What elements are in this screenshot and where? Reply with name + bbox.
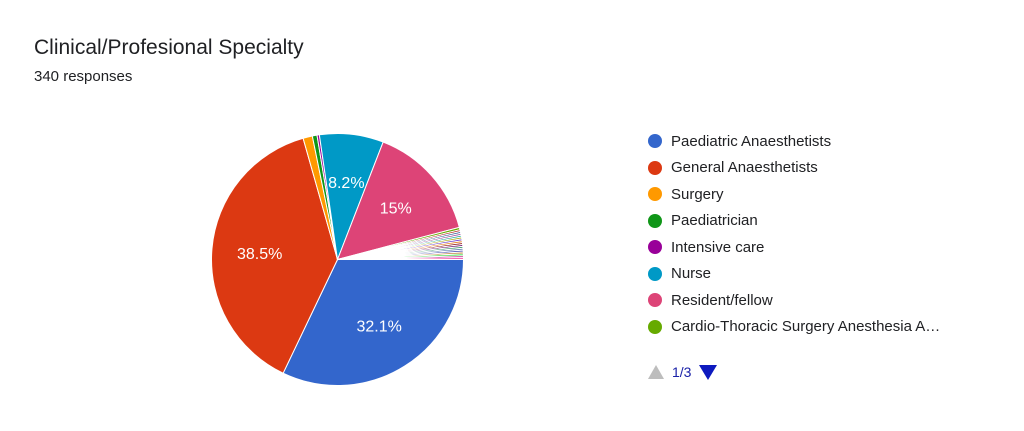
chart-title: Clinical/Profesional Specialty (34, 36, 304, 59)
legend-label: Paediatric Anaesthetists (671, 132, 832, 150)
legend-item: Surgery (648, 181, 940, 208)
legend-item: Paediatrician (648, 208, 940, 235)
legend-label: Intensive care (671, 238, 765, 256)
legend-item: General Anaesthetists (648, 155, 940, 182)
legend-swatch (648, 240, 662, 255)
legend-swatch (648, 319, 662, 334)
legend-label: Cardio-Thoracic Surgery Anesthesia A… (671, 318, 941, 336)
pie-slice (211, 137, 339, 374)
response-count: 340 responses (34, 68, 133, 85)
legend-swatch (648, 187, 662, 202)
legend-item: Resident/fellow (648, 287, 940, 314)
legend-label: Nurse (671, 265, 712, 283)
slice-data-label: 8.2% (328, 175, 364, 192)
legend-swatch (648, 266, 662, 281)
legend-label: Paediatrician (671, 212, 758, 230)
legend-label: Resident/fellow (671, 291, 773, 309)
pie-slice (336, 141, 460, 261)
slice-data-label: 38.5% (237, 246, 282, 263)
triangle-down-icon[interactable] (699, 364, 718, 380)
legend-pager: 1/3 (648, 364, 718, 380)
slice-data-label: 32.1% (356, 319, 401, 336)
legend-item: Intensive care (648, 234, 940, 261)
pie-chart: 32.1% 38.5% 8.2% 15% (211, 133, 465, 386)
pager-label: 1/3 (672, 364, 692, 380)
legend-swatch (648, 213, 662, 228)
legend-label: General Anaesthetists (671, 159, 818, 177)
legend-swatch (648, 160, 662, 175)
triangle-up-icon (648, 365, 664, 379)
pie-slice (337, 257, 465, 260)
pie-slice (282, 259, 465, 386)
legend-swatch (648, 293, 662, 308)
slice-data-label: 15% (380, 200, 412, 217)
legend-swatch (648, 134, 662, 149)
legend-item: Nurse (648, 261, 940, 288)
legend-item: Cardio-Thoracic Surgery Anesthesia A… (648, 314, 940, 341)
chart-legend: Paediatric Anaesthetists General Anaesthe… (648, 128, 940, 340)
legend-item: Paediatric Anaesthetists (648, 128, 940, 155)
legend-label: Surgery (671, 185, 724, 203)
